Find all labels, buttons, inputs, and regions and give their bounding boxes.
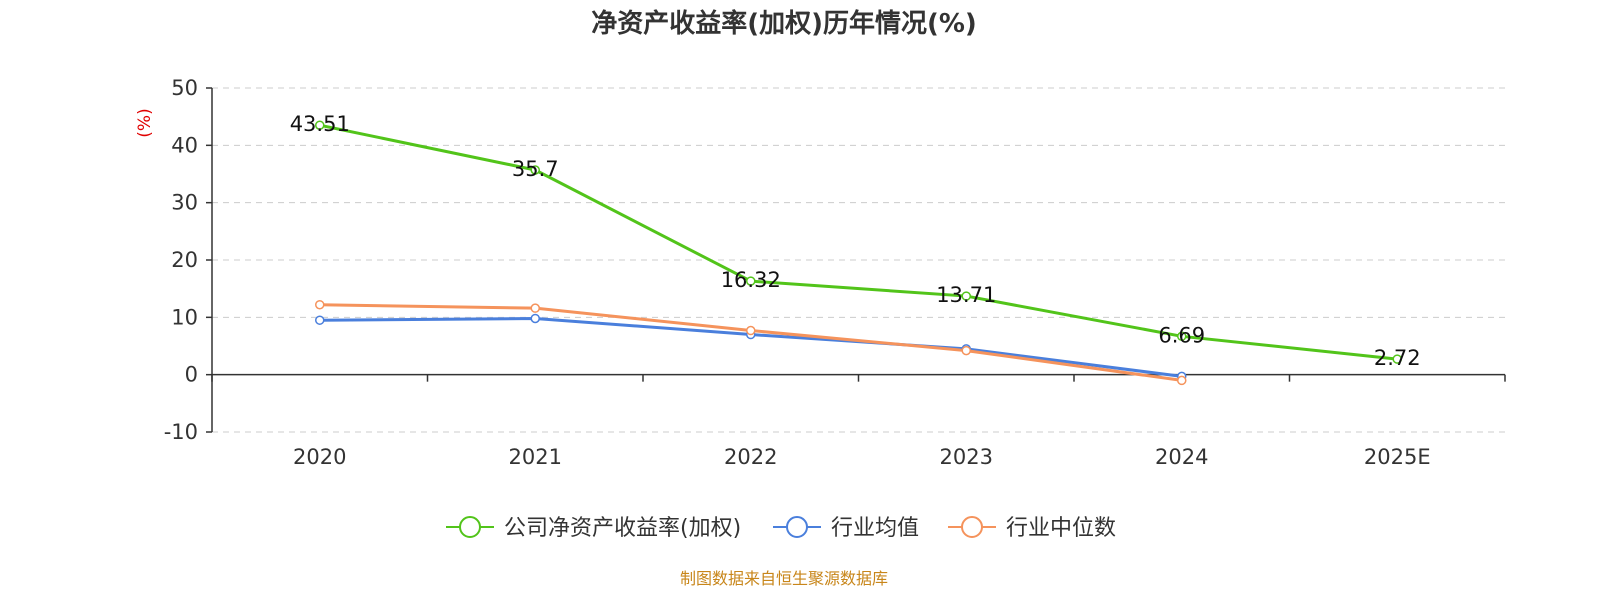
y-axis-unit-label: (%) <box>135 108 155 137</box>
x-tick-label: 2023 <box>940 445 993 469</box>
x-tick-label: 2021 <box>509 445 562 469</box>
series-3-point <box>961 345 971 356</box>
source-note: 制图数据来自恒生聚源数据库 <box>680 569 888 588</box>
y-tick-label: 50 <box>171 76 198 100</box>
y-tick-label: 40 <box>171 133 198 157</box>
series-1-point <box>315 120 325 130</box>
y-tick-label: 0 <box>185 363 198 387</box>
series-1-point <box>1392 354 1402 364</box>
x-tick-label: 2022 <box>724 445 777 469</box>
data-label: 6.69 <box>1158 323 1205 347</box>
data-label: 43.51 <box>290 112 350 136</box>
series-3-point <box>1177 375 1187 386</box>
y-tick-label: 30 <box>171 191 198 215</box>
series-line-3 <box>319 303 1182 382</box>
series-3-point <box>530 303 540 313</box>
data-label: 13.71 <box>936 283 996 307</box>
x-tick-label: 2024 <box>1155 445 1208 469</box>
series-line-1 <box>319 123 1398 361</box>
data-label: 35.7 <box>512 157 559 181</box>
legend-marker-3 <box>961 516 983 538</box>
series-2-point <box>530 313 540 324</box>
series-1-point <box>961 291 971 301</box>
data-label: 2.72 <box>1374 346 1421 370</box>
series-1-point <box>530 165 540 175</box>
legend-label-1: 公司净资产收益率(加权) <box>504 516 741 541</box>
legend-marker-1 <box>459 516 481 538</box>
legend-label-2: 行业均值 <box>831 516 919 541</box>
series-3-point <box>315 299 325 310</box>
x-tick-label: 2025E <box>1364 445 1431 469</box>
series-1-point <box>1177 331 1187 342</box>
series-1-point <box>746 276 756 286</box>
legend-label-3: 行业中位数 <box>1006 516 1116 541</box>
x-tick-label: 2020 <box>293 445 346 469</box>
series-2-point <box>315 315 325 325</box>
series-3-point <box>746 325 756 336</box>
y-tick-label: 10 <box>171 305 198 329</box>
legend-marker-2 <box>786 516 808 538</box>
y-tick-label: 20 <box>171 248 198 272</box>
y-tick-label: -10 <box>164 420 198 444</box>
data-label: 16.32 <box>721 268 781 292</box>
chart-title: 净资产收益率(加权)历年情况(%) <box>591 8 977 39</box>
